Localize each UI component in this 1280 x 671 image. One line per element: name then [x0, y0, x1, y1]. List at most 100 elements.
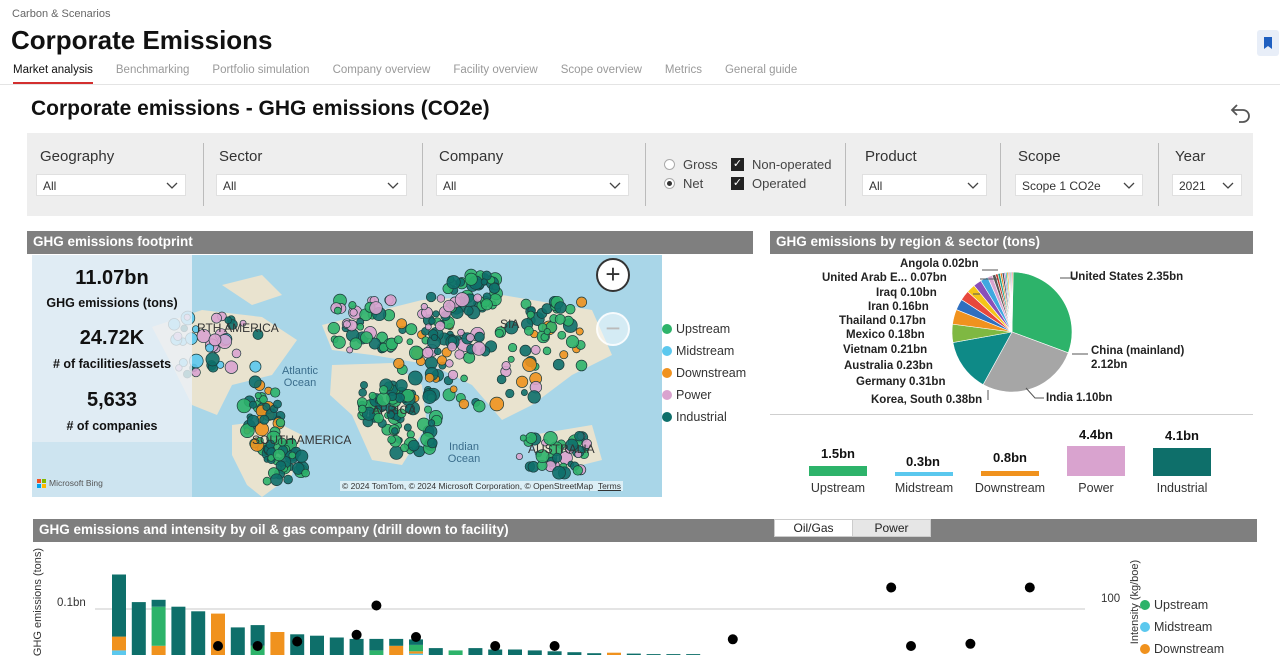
- sector-dropdown[interactable]: All: [216, 174, 407, 196]
- facility-marker[interactable]: [530, 345, 541, 355]
- facility-marker[interactable]: [422, 347, 434, 359]
- intensity-point[interactable]: [549, 641, 560, 651]
- facility-marker[interactable]: [262, 476, 272, 486]
- bar-segment[interactable]: [112, 574, 126, 637]
- bar-segment[interactable]: [389, 645, 404, 655]
- facility-marker[interactable]: [515, 452, 523, 461]
- facility-marker[interactable]: [516, 375, 529, 388]
- legend-downstream[interactable]: Downstream: [662, 366, 746, 380]
- facility-marker[interactable]: [465, 333, 475, 342]
- intensity-point[interactable]: [906, 641, 916, 651]
- facility-markers[interactable]: [32, 255, 662, 497]
- intensity-bar-chart[interactable]: [95, 540, 1095, 671]
- facility-marker[interactable]: [394, 335, 403, 345]
- operated-option[interactable]: ✓ Operated: [731, 176, 806, 191]
- tab-portfolio-simulation[interactable]: Portfolio simulation: [212, 64, 310, 76]
- bar-segment[interactable]: [151, 606, 166, 646]
- facility-marker[interactable]: [231, 348, 242, 359]
- facility-marker[interactable]: [288, 451, 297, 460]
- facility-marker[interactable]: [395, 379, 408, 392]
- tab-facility-overview[interactable]: Facility overview: [453, 64, 538, 76]
- facility-marker[interactable]: [343, 320, 351, 328]
- facility-marker[interactable]: [277, 437, 287, 447]
- facility-marker[interactable]: [270, 473, 283, 486]
- intensity-point[interactable]: [411, 632, 421, 642]
- facility-marker[interactable]: [396, 318, 407, 330]
- pie-slice[interactable]: [952, 331, 1013, 385]
- facility-marker[interactable]: [420, 303, 428, 311]
- facility-marker[interactable]: [422, 389, 437, 404]
- bar-segment[interactable]: [191, 611, 206, 655]
- facility-marker[interactable]: [205, 352, 220, 367]
- facility-marker[interactable]: [332, 335, 346, 349]
- power-bar[interactable]: [1067, 446, 1125, 476]
- pie-slice[interactable]: [982, 331, 1069, 393]
- facility-marker[interactable]: [275, 417, 286, 428]
- legend-downstream[interactable]: Downstream: [1140, 642, 1224, 656]
- facility-marker[interactable]: [480, 278, 488, 286]
- facility-marker[interactable]: [387, 435, 396, 444]
- facility-marker[interactable]: [424, 323, 432, 331]
- facility-marker[interactable]: [552, 358, 565, 371]
- bar-segment[interactable]: [171, 606, 186, 655]
- facility-marker[interactable]: [572, 465, 583, 476]
- facility-marker[interactable]: [457, 328, 465, 337]
- facility-marker[interactable]: [552, 452, 563, 463]
- facility-marker[interactable]: [507, 355, 515, 363]
- facility-marker[interactable]: [496, 374, 507, 385]
- facility-marker[interactable]: [262, 402, 271, 411]
- facility-marker[interactable]: [535, 449, 550, 463]
- facility-marker[interactable]: [272, 448, 286, 462]
- tab-metrics[interactable]: Metrics: [664, 64, 702, 76]
- facility-marker[interactable]: [358, 388, 367, 397]
- facility-marker[interactable]: [433, 347, 442, 356]
- bar-segment[interactable]: [607, 652, 621, 655]
- facility-marker[interactable]: [463, 305, 474, 316]
- facility-marker[interactable]: [259, 395, 268, 404]
- facility-marker[interactable]: [406, 430, 415, 439]
- facility-marker[interactable]: [460, 374, 468, 383]
- facility-marker[interactable]: [407, 370, 423, 386]
- tab-market-analysis[interactable]: Market analysis: [13, 64, 93, 84]
- facility-marker[interactable]: [480, 298, 493, 311]
- bar-segment[interactable]: [369, 650, 384, 655]
- facility-marker[interactable]: [527, 390, 541, 404]
- facility-marker[interactable]: [208, 333, 222, 347]
- facility-marker[interactable]: [557, 330, 567, 340]
- bar-segment[interactable]: [646, 654, 661, 655]
- facility-marker[interactable]: [386, 410, 395, 419]
- facility-marker[interactable]: [524, 325, 534, 336]
- facility-marker[interactable]: [191, 367, 201, 378]
- facility-marker[interactable]: [458, 398, 470, 410]
- facility-marker[interactable]: [191, 325, 200, 334]
- facility-marker[interactable]: [494, 328, 504, 338]
- intensity-point[interactable]: [886, 582, 897, 593]
- attribution-text[interactable]: © 2024 TomTom, © 2024 Microsoft Corporat…: [342, 481, 594, 491]
- facility-marker[interactable]: [430, 334, 438, 341]
- facility-marker[interactable]: [522, 357, 537, 372]
- facility-marker[interactable]: [409, 345, 424, 360]
- facility-marker[interactable]: [360, 331, 373, 344]
- facility-marker[interactable]: [224, 316, 232, 324]
- facility-marker[interactable]: [369, 301, 383, 315]
- intensity-point[interactable]: [351, 629, 362, 640]
- bar-segment[interactable]: [508, 649, 522, 656]
- facility-marker[interactable]: [576, 296, 588, 308]
- facility-marker[interactable]: [508, 343, 518, 353]
- intensity-point[interactable]: [727, 634, 738, 645]
- power-toggle[interactable]: Power: [852, 520, 930, 536]
- bar-segment[interactable]: [369, 638, 384, 651]
- bar-segment[interactable]: [488, 649, 503, 656]
- tab-benchmarking[interactable]: Benchmarking: [115, 64, 190, 76]
- bar-segment[interactable]: [270, 632, 285, 655]
- facility-marker[interactable]: [447, 369, 459, 380]
- facility-marker[interactable]: [565, 438, 579, 452]
- oil-gas-toggle[interactable]: Oil/Gas: [775, 520, 852, 536]
- facility-marker[interactable]: [559, 350, 569, 360]
- facility-marker[interactable]: [273, 399, 282, 409]
- facility-marker[interactable]: [256, 436, 264, 445]
- facility-marker[interactable]: [333, 306, 342, 315]
- facility-marker[interactable]: [504, 320, 519, 335]
- facility-marker[interactable]: [236, 398, 252, 414]
- facility-marker[interactable]: [368, 391, 377, 400]
